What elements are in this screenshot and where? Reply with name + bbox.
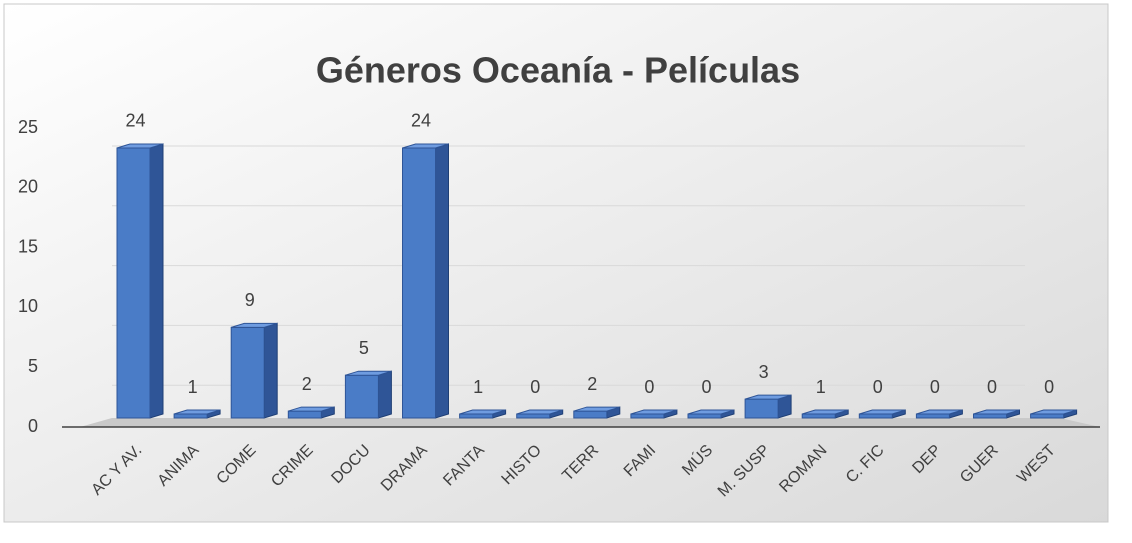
data-label: 0: [930, 377, 940, 397]
data-label: 1: [473, 377, 483, 397]
bar-front: [173, 413, 208, 419]
chart-background: [3, 3, 1109, 523]
y-tick-label: 10: [18, 296, 38, 316]
bar-side: [149, 143, 164, 419]
bar-front: [744, 398, 779, 419]
bar: [516, 409, 564, 419]
bar-top: [459, 409, 506, 415]
bar: [687, 409, 735, 419]
bar-front: [630, 413, 665, 419]
data-label: 3: [759, 362, 769, 382]
bar-front: [858, 413, 893, 419]
bar-front: [1030, 413, 1065, 419]
y-tick-label: 25: [18, 117, 38, 137]
bar: [801, 409, 849, 419]
bar-top: [973, 409, 1020, 415]
bar: [459, 409, 507, 419]
bar-top: [345, 370, 392, 376]
bar-top: [1030, 409, 1077, 415]
bar-front: [230, 326, 265, 419]
data-label: 24: [411, 111, 431, 131]
bar-side: [263, 322, 278, 419]
bar-front: [573, 410, 608, 419]
bar-top: [402, 143, 449, 149]
bar-top: [916, 409, 963, 415]
bar-top: [288, 406, 335, 412]
bar: [230, 322, 278, 419]
bar-top: [231, 322, 278, 328]
bar: [402, 143, 449, 419]
bar: [973, 409, 1020, 419]
bar-front: [687, 413, 722, 419]
bar-front: [459, 413, 494, 419]
data-label: 5: [359, 338, 369, 358]
data-label: 2: [587, 374, 597, 394]
bar-front: [116, 147, 151, 419]
bar-front: [801, 413, 836, 419]
bar: [287, 406, 335, 419]
data-label: 0: [530, 377, 540, 397]
data-label: 0: [987, 377, 997, 397]
y-tick-label: 5: [28, 356, 38, 376]
bar-side: [377, 370, 392, 419]
bar: [116, 143, 164, 419]
bar-front: [402, 147, 436, 419]
bar-side: [435, 143, 449, 419]
bar-top: [630, 409, 678, 415]
data-label: 0: [873, 377, 883, 397]
y-tick-label: 20: [18, 177, 38, 197]
bar: [858, 409, 906, 419]
data-label: 1: [188, 377, 198, 397]
bar-top: [687, 409, 735, 415]
bar: [173, 409, 221, 419]
bar-front: [516, 413, 551, 419]
data-label: 1: [816, 377, 826, 397]
bar-front: [973, 413, 1007, 419]
chart-title: Géneros Oceanía - Películas: [316, 50, 800, 91]
bar-top: [744, 394, 792, 400]
data-label: 0: [644, 377, 654, 397]
bar: [1030, 409, 1078, 419]
bar-top: [859, 409, 906, 415]
data-label: 2: [302, 374, 312, 394]
bar: [344, 370, 392, 419]
data-label: 0: [1044, 377, 1054, 397]
bar: [744, 394, 792, 419]
bar-top: [802, 409, 849, 415]
y-tick-label: 15: [18, 236, 38, 256]
data-label: 24: [125, 111, 145, 131]
bar-top: [173, 409, 221, 415]
bar-top: [516, 409, 563, 415]
bar-front: [287, 410, 322, 419]
bar-top: [116, 143, 164, 149]
data-label: 0: [701, 377, 711, 397]
floor: [80, 418, 1100, 427]
bar: [573, 406, 621, 419]
bar: [630, 409, 678, 419]
bar-front: [915, 413, 950, 419]
bar-front: [344, 374, 379, 419]
y-tick-label: 0: [28, 416, 38, 436]
data-label: 9: [245, 290, 255, 310]
bar: [915, 409, 963, 419]
bar-top: [573, 406, 620, 412]
